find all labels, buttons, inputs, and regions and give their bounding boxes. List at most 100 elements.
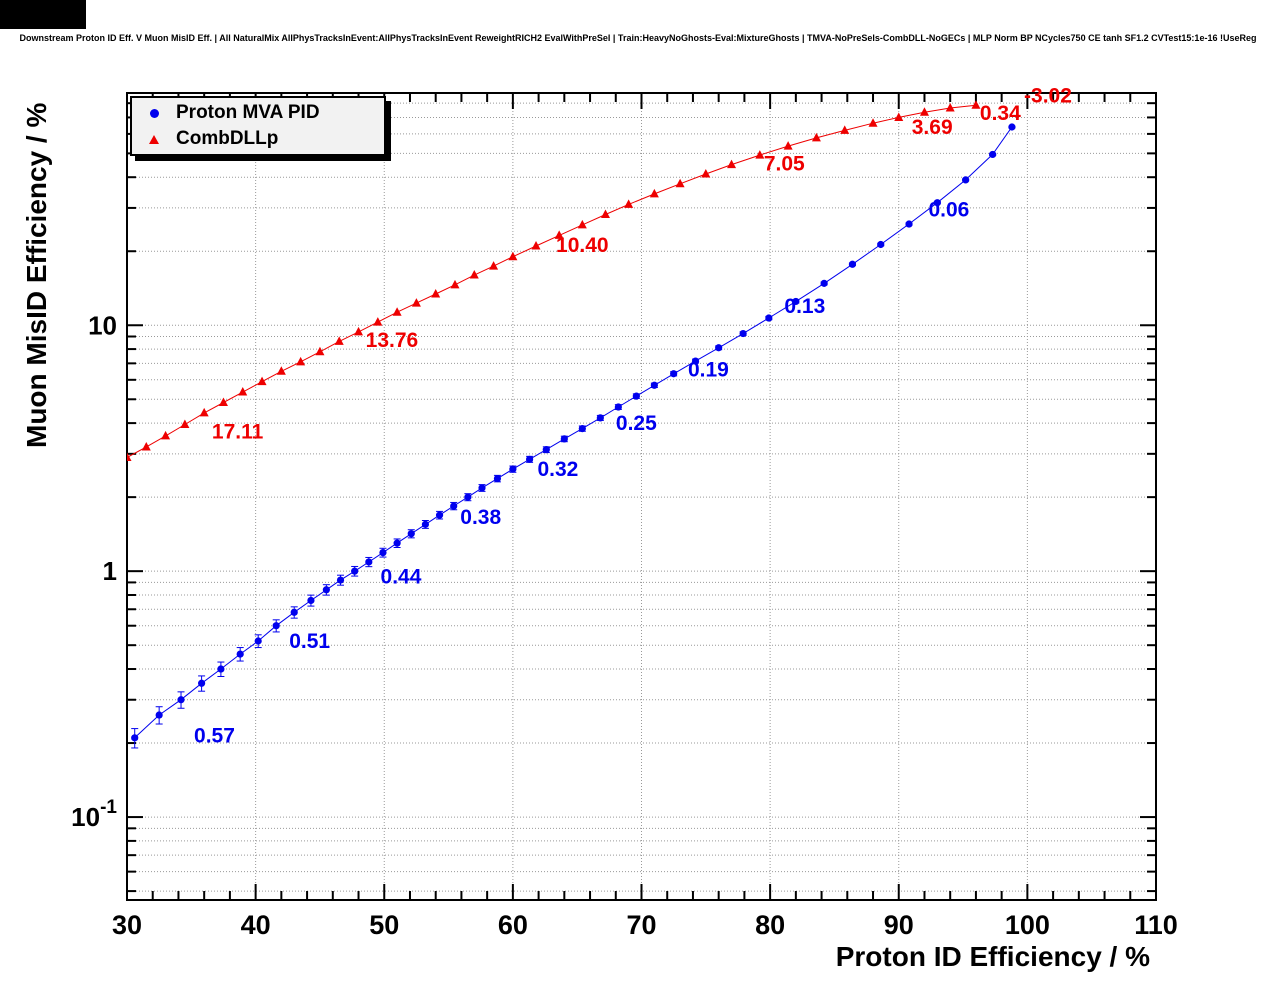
data-point-circle [962,176,970,184]
data-point-triangle [161,430,171,440]
legend-label-combdllp: CombDLLp [176,128,279,149]
data-point-triangle [238,387,248,396]
data-point-circle [765,314,773,322]
data-point-triangle [701,169,711,178]
data-point-triangle [840,125,850,134]
data-point-triangle [868,118,878,127]
x-tick-label: 40 [241,910,271,940]
data-point-circle [379,548,387,557]
data-point-triangle [296,356,306,366]
data-point-triangle [945,102,955,112]
plot-title: Downstream Proton ID Eff. V Muon MisID E… [19,33,1257,43]
data-point-circle [272,622,280,630]
window-corner-fragment [0,0,86,29]
legend-entry-proton-mva-pid: Proton MVA PID [132,100,384,126]
data-point-triangle [276,366,286,375]
x-tick-label: 110 [1134,910,1178,940]
data-point-circle [365,558,373,566]
data-point-circle [542,446,550,454]
data-point-circle [650,381,658,389]
data-point-circle [989,150,997,159]
series-line-combdllp [127,104,976,458]
cut-value-label: -3.02 [1024,84,1072,107]
data-point-circle [933,199,941,207]
data-point-circle [691,357,700,365]
data-point-triangle [508,251,518,261]
data-point-circle [336,576,345,584]
data-point-triangle [354,326,364,336]
x-tick-label: 100 [1005,910,1050,940]
data-point-circle [820,279,828,287]
data-point-triangle [469,270,479,279]
data-point-triangle [218,397,228,407]
data-point-circle [322,586,330,594]
x-tick-label: 30 [112,910,142,940]
y-axis-title: Muon MisID Efficiency / % [21,103,52,448]
data-point-triangle [649,188,659,198]
data-point-triangle [392,307,402,316]
data-point-circle [596,414,604,422]
data-point-circle [464,493,472,501]
cut-value-label: 0.38 [460,506,501,529]
data-point-circle [525,455,534,463]
data-point-circle [421,520,430,528]
data-point-circle [1008,123,1016,131]
y-tick-label: 1 [103,556,117,586]
data-point-circle [236,650,244,658]
data-point-circle [290,608,298,616]
data-point-circle [509,465,517,473]
data-point-triangle [257,376,267,386]
legend-entry-combdllp: CombDLLp [132,126,384,152]
x-axis-title: Proton ID Efficiency / % [836,941,1150,972]
cut-value-label: 17.11 [212,420,264,443]
data-point-triangle [334,336,344,345]
x-tick-label: 90 [884,910,914,940]
data-point-triangle [727,159,737,169]
data-point-circle [848,260,857,268]
data-point-circle [217,665,225,673]
data-point-circle [478,484,486,492]
triangle-marker-icon [132,134,176,144]
x-tick-label: 60 [498,910,528,940]
data-point-circle [715,344,723,352]
cut-value-label: 0.13 [784,295,825,318]
x-tick-label: 80 [755,910,785,940]
cut-value-label: 7.05 [764,153,805,176]
data-point-circle [435,511,444,519]
plot-frame [126,92,1157,901]
y-tick-label: 10 [88,310,117,340]
y-tick-label: 10-1 [71,797,117,832]
x-tick-label: 70 [626,910,656,940]
data-point-circle [351,567,359,575]
data-point-triangle [180,419,190,428]
data-point-circle [131,734,139,742]
data-point-triangle [624,199,634,208]
data-point-triangle [315,346,325,356]
data-point-triangle [531,241,541,250]
data-point-triangle [199,407,209,417]
data-point-circle [614,403,622,411]
cut-value-label: 0.19 [688,359,729,382]
cut-value-label: 0.06 [928,199,969,222]
data-point-triangle [919,107,929,116]
data-point-triangle [894,112,904,121]
data-point-circle [450,502,458,510]
data-point-circle [493,474,502,483]
cut-value-label: 0.34 [980,102,1021,125]
data-point-triangle [489,261,499,270]
data-point-triangle [373,317,383,326]
data-point-triangle [554,230,564,239]
data-point-circle [560,435,568,443]
data-point-triangle [450,279,460,289]
data-point-triangle [600,209,610,219]
series-line-proton-mva-pid [134,126,1013,739]
data-point-circle [792,297,800,306]
cut-value-label: 0.32 [537,458,578,481]
data-point-circle [307,596,315,605]
data-point-triangle [971,100,981,109]
data-point-circle [670,370,678,378]
legend-label-proton-mva-pid: Proton MVA PID [176,102,320,123]
data-point-circle [254,637,262,645]
data-point-circle [198,679,206,687]
